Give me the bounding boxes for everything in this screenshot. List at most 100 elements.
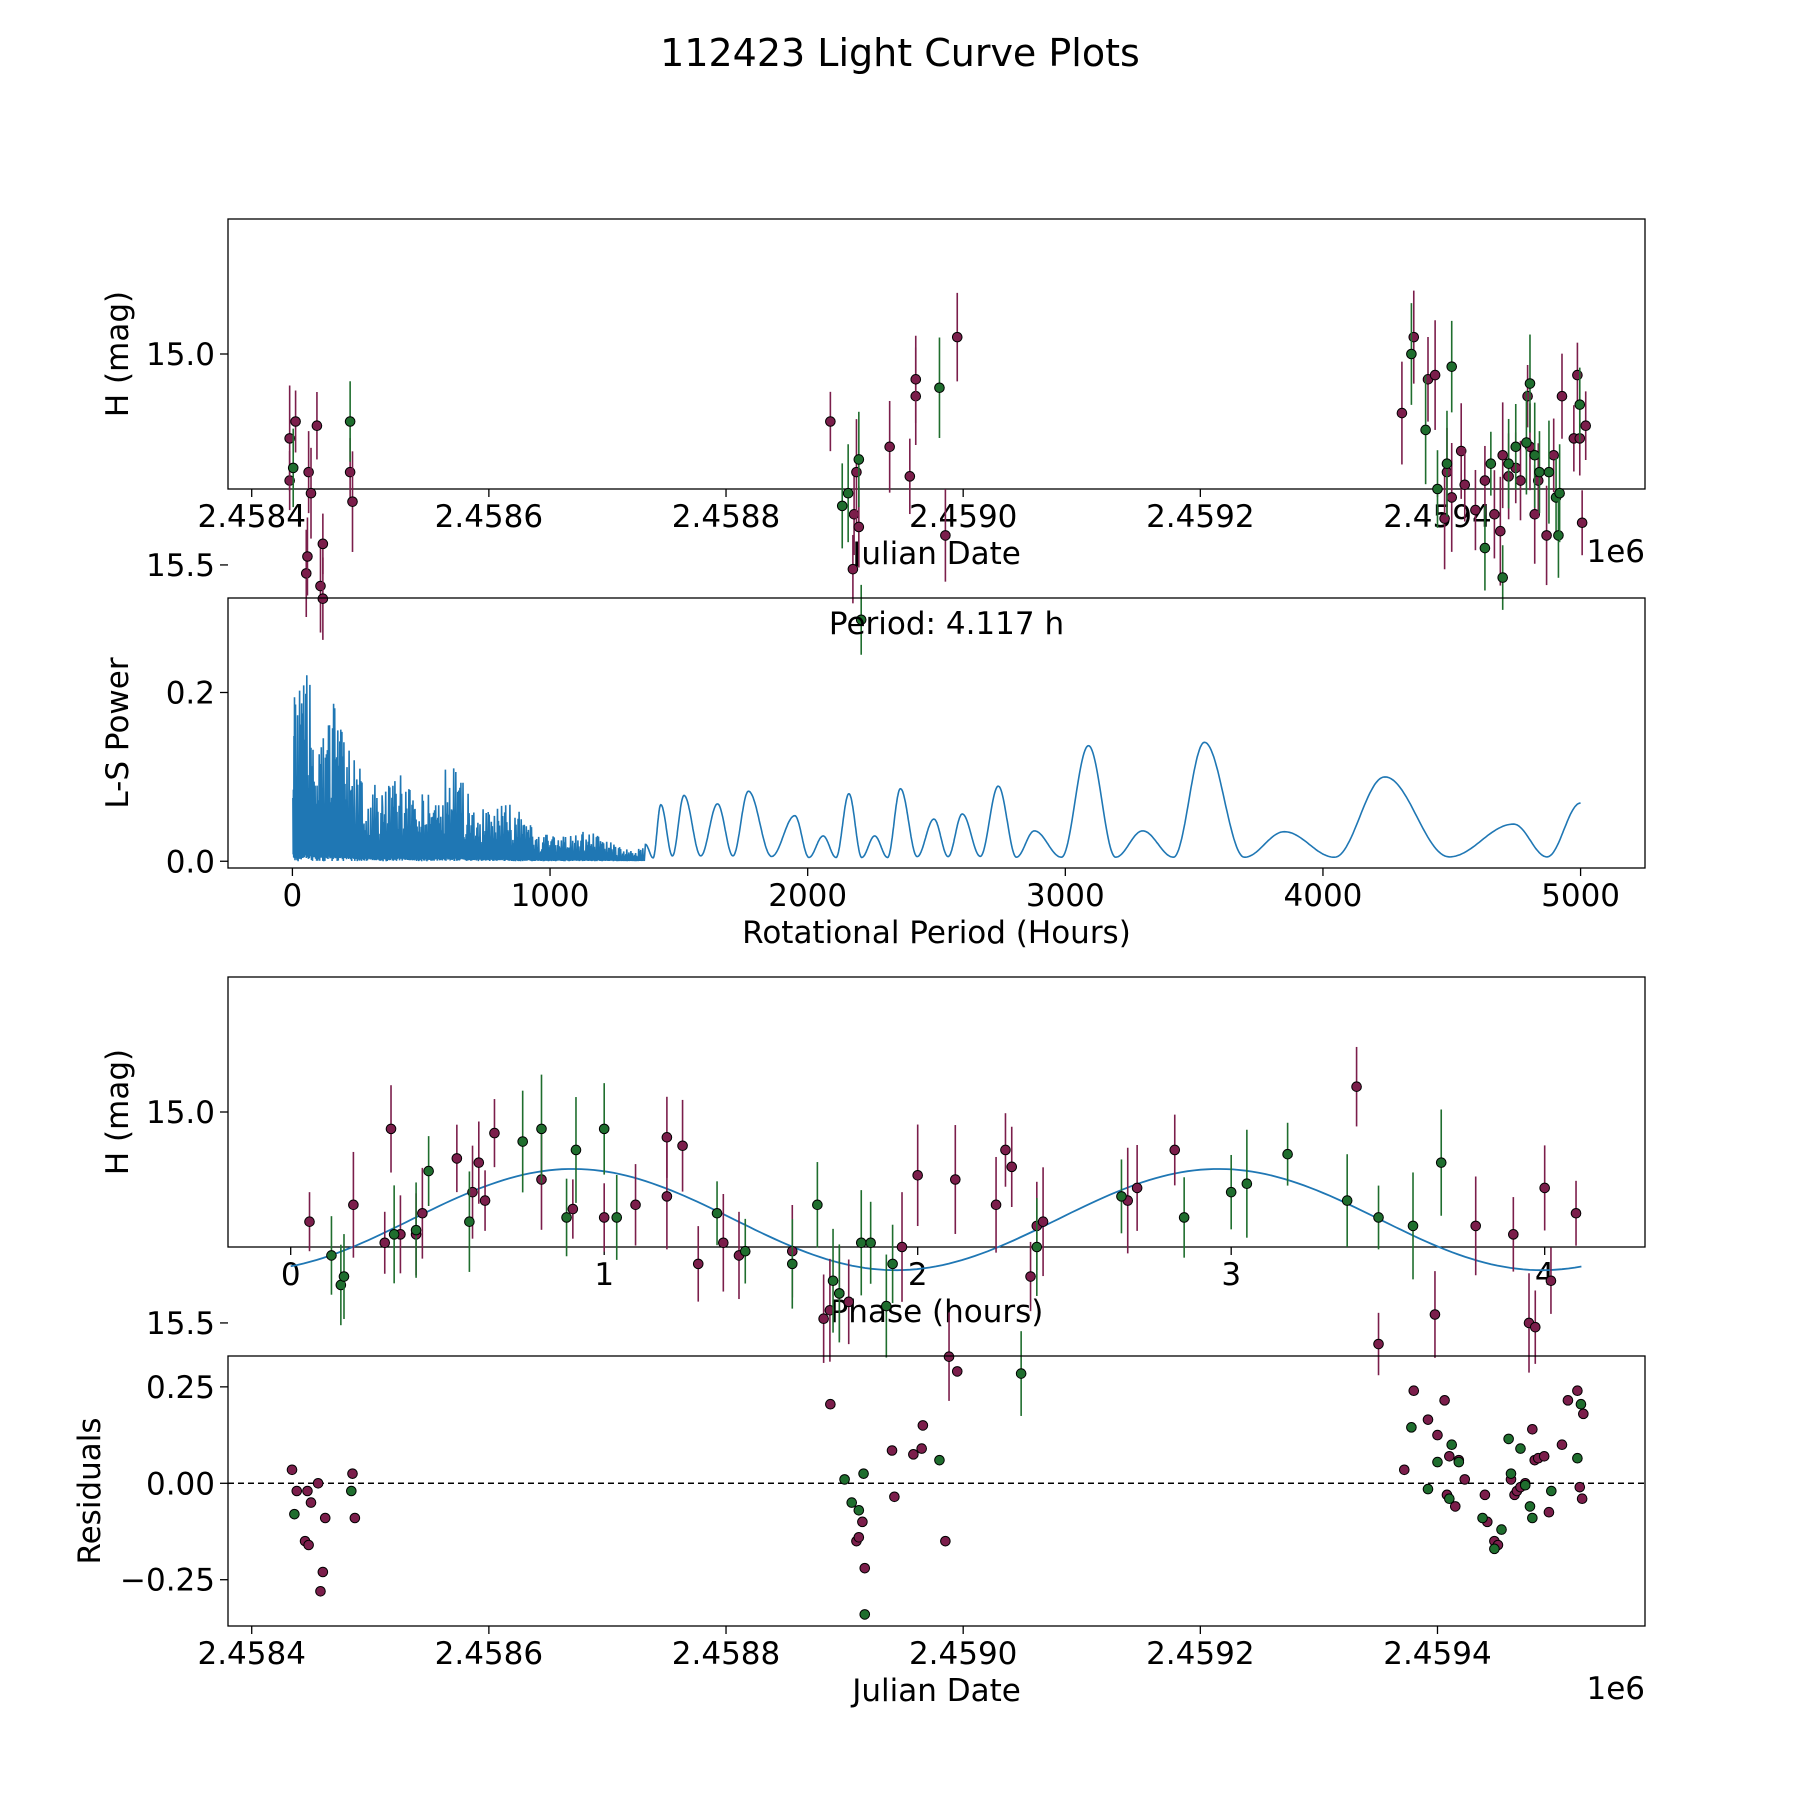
x-offset-label: 1e6	[1586, 1671, 1645, 1707]
x-tick-label: 0	[281, 1257, 301, 1293]
x-tick-label: 3000	[1026, 878, 1105, 914]
r-band-point	[1408, 331, 1420, 343]
r-band-point	[315, 580, 326, 592]
r-band-point	[319, 1512, 331, 1524]
r-band-point	[489, 1127, 500, 1139]
g-band-point	[853, 1504, 865, 1516]
g-band-point	[1554, 487, 1565, 499]
r-band-point	[1539, 1182, 1550, 1194]
r-band-point	[349, 1512, 361, 1524]
g-band-point	[1524, 378, 1536, 389]
r-band-point	[910, 374, 922, 385]
r-band-point	[886, 1445, 898, 1456]
g-band-point	[1510, 441, 1522, 453]
y-tick-label: 0.00	[146, 1466, 215, 1502]
r-band-point	[847, 563, 859, 575]
r-band-point	[1515, 475, 1526, 486]
r-band-point	[884, 441, 895, 453]
g-band-point	[1178, 1212, 1190, 1223]
r-band-point	[1580, 420, 1592, 432]
r-band-point	[1479, 1489, 1491, 1501]
r-band-point	[1432, 1429, 1443, 1441]
r-band-point	[896, 1241, 908, 1253]
g-band-point	[1529, 449, 1541, 461]
g-band-point	[536, 1123, 547, 1135]
g-band-point	[1553, 530, 1564, 541]
r-band-point	[1522, 390, 1533, 402]
r-band-point	[317, 1566, 329, 1578]
r-band-point	[950, 1174, 961, 1185]
r-band-point	[904, 471, 916, 482]
y-tick-label: 15.0	[146, 1095, 215, 1131]
r-band-point	[1408, 1385, 1420, 1397]
r-band-point	[916, 1443, 927, 1454]
g-band-point	[1373, 1212, 1384, 1223]
g-band-point	[464, 1216, 475, 1227]
r-band-point	[912, 1169, 923, 1181]
r-band-point	[302, 551, 313, 562]
g-band-point	[934, 382, 945, 394]
g-band-point	[1407, 1220, 1419, 1232]
g-band-point	[611, 1212, 623, 1223]
r-band-point	[347, 1468, 358, 1479]
x-tick-label: 2.4588	[672, 1636, 780, 1672]
r-band-point	[1543, 1506, 1555, 1518]
g-band-point	[1524, 1501, 1536, 1512]
r-band-point	[1037, 1216, 1049, 1227]
g-band-point	[1574, 399, 1586, 410]
r-band-point	[417, 1207, 428, 1219]
r-band-point	[1470, 504, 1481, 516]
g-band-point	[561, 1212, 572, 1223]
y-axis-label: H (mag)	[100, 1049, 136, 1175]
r-band-point	[1439, 1395, 1450, 1406]
r-band-point	[1576, 1493, 1588, 1505]
r-band-point	[661, 1191, 673, 1202]
y-tick-label: 0.0	[166, 844, 215, 880]
r-band-point	[889, 1491, 900, 1503]
g-band-point	[827, 1275, 839, 1287]
r-band-point	[385, 1123, 397, 1135]
r-band-point	[1000, 1144, 1011, 1156]
y-axis-label: H (mag)	[100, 291, 136, 417]
x-tick-label: 2.4594	[1383, 1636, 1491, 1672]
r-band-point	[825, 1398, 836, 1410]
x-axis-label: Phase (hours)	[830, 1294, 1044, 1330]
g-band-point	[1015, 1368, 1027, 1379]
g-band-point	[1432, 1456, 1443, 1468]
r-band-point	[1025, 1271, 1036, 1282]
r-band-point	[818, 1313, 829, 1325]
r-band-point	[1548, 449, 1559, 461]
r-band-point	[1479, 475, 1491, 486]
r-band-point	[567, 1203, 579, 1215]
x-tick-label: 2	[908, 1257, 928, 1293]
r-band-point	[1570, 1207, 1582, 1219]
x-tick-label: 1000	[511, 878, 590, 914]
g-band-point	[881, 1300, 892, 1312]
g-band-point	[855, 1237, 867, 1249]
g-band-point	[338, 1271, 350, 1282]
r-band-point	[1429, 1309, 1441, 1320]
x-tick-label: 0	[283, 878, 303, 914]
period-annotation: Period: 4.117 h	[829, 606, 1064, 642]
r-band-point	[1574, 1481, 1586, 1493]
g-band-point	[1572, 1452, 1583, 1464]
g-band-point	[1453, 1456, 1465, 1468]
g-band-point	[287, 462, 299, 474]
r-band-point	[1572, 369, 1583, 381]
r-band-point	[851, 466, 862, 478]
x-tick-label: 2.4590	[909, 1636, 1017, 1672]
r-band-point	[317, 593, 329, 604]
x-tick-label: 2.4586	[435, 1636, 543, 1672]
panel-residuals: 2.4584 2.4586 2.4588 2.4590 2.4592 2.4594 0.25…	[72, 1355, 1646, 1709]
g-band-point	[859, 1609, 871, 1620]
g-band-point	[1341, 1195, 1353, 1206]
r-band-point	[1529, 1321, 1541, 1333]
g-band-point	[1446, 1439, 1458, 1451]
r-band-point	[843, 1296, 855, 1308]
x-axis-label: Rotational Period (Hours)	[742, 915, 1131, 951]
g-band-point	[865, 1237, 876, 1249]
r-band-point	[1538, 1450, 1550, 1462]
axes-frame	[227, 1355, 1646, 1627]
r-band-point	[940, 530, 951, 541]
r-band-point	[300, 568, 312, 579]
